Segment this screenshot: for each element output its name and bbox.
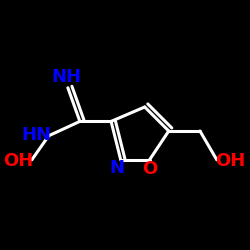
Text: OH: OH — [4, 152, 34, 170]
Text: OH: OH — [215, 152, 245, 170]
Text: NH: NH — [52, 68, 82, 86]
Text: HN: HN — [21, 126, 51, 144]
Text: N: N — [110, 159, 124, 177]
Text: O: O — [142, 160, 157, 178]
